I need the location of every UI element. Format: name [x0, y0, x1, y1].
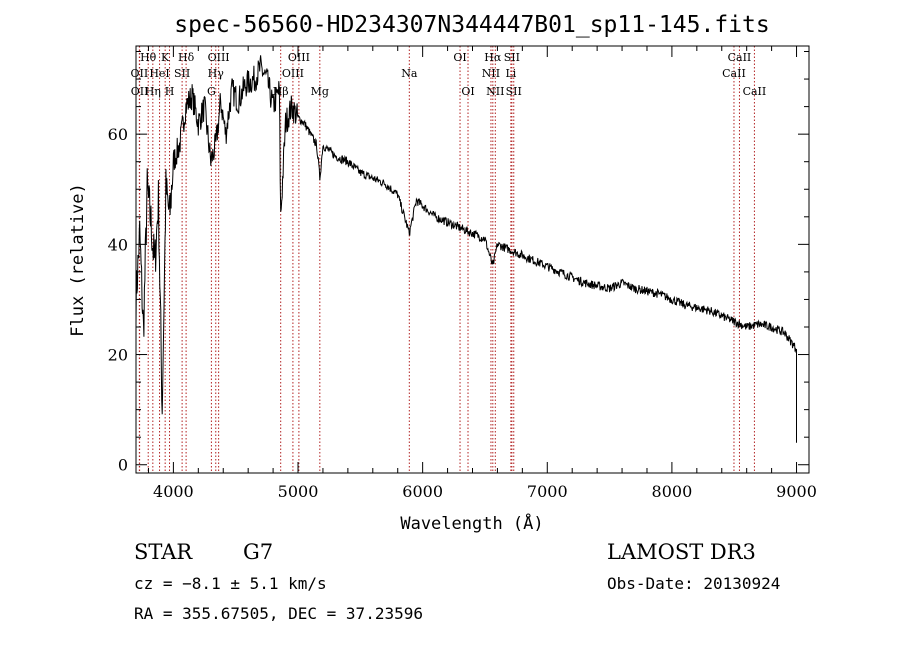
line-marker-label: HeI: [149, 67, 169, 80]
line-marker-label: OII: [131, 67, 149, 80]
obs-date: Obs-Date: 20130924: [607, 574, 780, 593]
line-marker-label: Mg: [311, 85, 329, 98]
line-marker-label: G: [207, 85, 216, 98]
x-tick-label: 4000: [153, 482, 194, 501]
line-marker-label: Li: [505, 67, 516, 80]
line-marker-label: SII: [504, 51, 520, 64]
y-tick-label: 40: [108, 235, 128, 254]
spectrum-line: [135, 55, 797, 465]
line-marker-label: CaII: [743, 85, 767, 98]
x-axis-label: Wavelength (Å): [400, 512, 543, 534]
line-marker-label: OII: [131, 85, 149, 98]
y-tick-label: 20: [108, 346, 128, 365]
line-markers: [138, 46, 755, 473]
y-axis-ticks: 0 20 40 60: [108, 51, 809, 475]
line-marker-label: SII: [506, 85, 522, 98]
line-marker-label: Hδ: [178, 51, 195, 64]
line-marker-label: Na: [401, 67, 418, 80]
object-subclass: G7: [243, 540, 273, 564]
ra-dec: RA = 355.67505, DEC = 37.23596: [134, 604, 423, 623]
line-marker-label: K: [161, 51, 170, 64]
x-axis-ticks: 4000 5000 6000 7000 8000 9000: [147, 46, 817, 501]
survey-name: LAMOST DR3: [607, 540, 756, 564]
line-marker-label: Hβ: [273, 85, 289, 98]
x-tick-label: 8000: [652, 482, 693, 501]
y-tick-label: 0: [118, 456, 128, 475]
line-marker-label: Hθ: [140, 51, 157, 64]
x-tick-label: 9000: [776, 482, 817, 501]
line-marker-label: Hη: [145, 85, 161, 98]
y-tick-label: 60: [108, 125, 128, 144]
line-marker-label: NII: [486, 85, 504, 98]
object-class: STAR: [134, 540, 193, 564]
line-marker-label: Hα: [484, 51, 502, 64]
line-marker-label: H: [165, 85, 175, 98]
x-tick-label: 6000: [402, 482, 443, 501]
line-marker-label: CaII: [728, 51, 752, 64]
redshift-cz: cz = −8.1 ± 5.1 km/s: [134, 574, 327, 593]
line-marker-label: SII: [174, 67, 190, 80]
line-marker-label: OIII: [282, 67, 304, 80]
line-marker-label: CaII: [722, 67, 746, 80]
x-tick-label: 7000: [527, 482, 568, 501]
line-marker-label: OIII: [288, 51, 310, 64]
line-marker-label: OI: [461, 85, 474, 98]
chart-title: spec-56560-HD234307N344447B01_sp11-145.f…: [174, 12, 769, 38]
y-axis-label: Flux (relative): [68, 183, 88, 337]
line-marker-label: Hγ: [208, 67, 225, 80]
line-marker-label: OIII: [208, 51, 230, 64]
x-tick-label: 5000: [278, 482, 319, 501]
line-marker-label: NII: [482, 67, 500, 80]
line-marker-label: OI: [453, 51, 466, 64]
